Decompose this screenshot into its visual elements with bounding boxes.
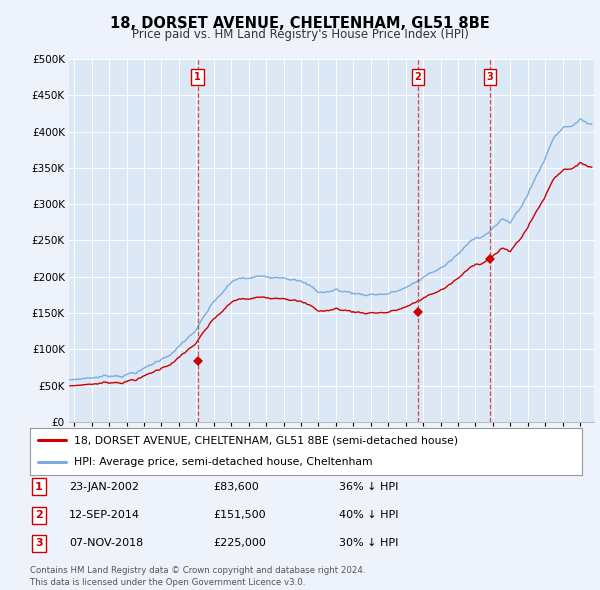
Text: 07-NOV-2018: 07-NOV-2018 xyxy=(69,539,143,548)
Text: 36% ↓ HPI: 36% ↓ HPI xyxy=(339,482,398,491)
Text: 18, DORSET AVENUE, CHELTENHAM, GL51 8BE: 18, DORSET AVENUE, CHELTENHAM, GL51 8BE xyxy=(110,16,490,31)
Text: £83,600: £83,600 xyxy=(213,482,259,491)
Text: 30% ↓ HPI: 30% ↓ HPI xyxy=(339,539,398,548)
Text: 3: 3 xyxy=(487,72,494,82)
Text: HPI: Average price, semi-detached house, Cheltenham: HPI: Average price, semi-detached house,… xyxy=(74,457,373,467)
Text: 3: 3 xyxy=(35,539,43,548)
Text: 12-SEP-2014: 12-SEP-2014 xyxy=(69,510,140,520)
Text: 40% ↓ HPI: 40% ↓ HPI xyxy=(339,510,398,520)
Text: Contains HM Land Registry data © Crown copyright and database right 2024.
This d: Contains HM Land Registry data © Crown c… xyxy=(30,566,365,587)
Text: 1: 1 xyxy=(194,72,201,82)
Text: 18, DORSET AVENUE, CHELTENHAM, GL51 8BE (semi-detached house): 18, DORSET AVENUE, CHELTENHAM, GL51 8BE … xyxy=(74,435,458,445)
Text: Price paid vs. HM Land Registry's House Price Index (HPI): Price paid vs. HM Land Registry's House … xyxy=(131,28,469,41)
Text: £225,000: £225,000 xyxy=(213,539,266,548)
Text: 2: 2 xyxy=(415,72,421,82)
Text: 23-JAN-2002: 23-JAN-2002 xyxy=(69,482,139,491)
Text: £151,500: £151,500 xyxy=(213,510,266,520)
Text: 2: 2 xyxy=(35,510,43,520)
Text: 1: 1 xyxy=(35,482,43,491)
